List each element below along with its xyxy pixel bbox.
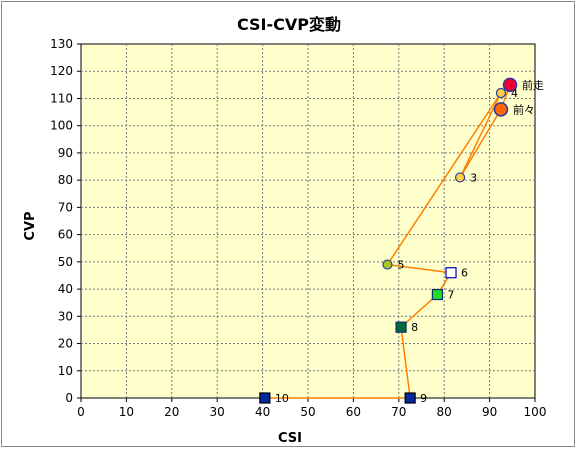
point-label-6: 6 [461, 267, 468, 280]
marker-7 [431, 288, 443, 301]
point-label-5: 5 [397, 259, 404, 272]
y-tick-label: 110 [50, 91, 73, 105]
data-markers [259, 77, 518, 404]
x-tick-label: 10 [119, 405, 134, 419]
grid-lines [81, 44, 535, 398]
y-tick-label: 90 [58, 146, 73, 160]
series-polyline [264, 84, 511, 399]
x-axis-ticks: 0 10 20 30 40 50 60 70 80 90 100 [77, 398, 546, 419]
x-tick-label: 40 [255, 405, 270, 419]
point-label-前々: 前々 [513, 102, 535, 116]
x-tick-label: 20 [164, 405, 179, 419]
marker-8 [395, 321, 407, 333]
point-label-8: 8 [411, 321, 418, 334]
y-tick-label: 130 [50, 37, 73, 51]
marker-4 [495, 87, 507, 99]
y-tick-label: 40 [58, 282, 73, 296]
y-axis-ticks: 0 10 20 30 40 50 60 70 80 90 100 110 120 130 [50, 37, 81, 405]
point-label-7: 7 [447, 289, 454, 302]
y-tick-label: 0 [65, 391, 73, 405]
point-label-4: 4 [511, 87, 518, 100]
y-tick-label: 60 [58, 228, 73, 242]
x-tick-label: 50 [300, 405, 315, 419]
series-line [264, 84, 511, 399]
point-label-9: 9 [420, 392, 427, 405]
x-tick-label: 100 [524, 405, 547, 419]
y-tick-label: 80 [58, 173, 73, 187]
point-label-3: 3 [470, 171, 477, 184]
x-tick-label: 80 [437, 405, 452, 419]
y-tick-label: 30 [58, 309, 73, 323]
x-tick-label: 0 [77, 405, 85, 419]
y-tick-label: 20 [58, 337, 73, 351]
point-labels: 10 9 8 76 5 4 3 前々 前走 [275, 78, 544, 405]
point-label-前走: 前走 [522, 78, 544, 92]
chart-title: CSI-CVP変動 [237, 15, 341, 34]
marker-9 [404, 392, 416, 404]
x-tick-label: 30 [210, 405, 225, 419]
y-tick-label: 120 [50, 64, 73, 78]
x-tick-label: 90 [482, 405, 497, 419]
marker-10 [259, 392, 271, 404]
y-tick-label: 10 [58, 364, 73, 378]
x-tick-label: 60 [346, 405, 361, 419]
marker-5 [382, 259, 393, 270]
marker-前々 [493, 102, 509, 117]
x-tick-label: 70 [391, 405, 406, 419]
y-tick-label: 100 [50, 119, 73, 133]
marker-3 [454, 172, 466, 183]
marker-6 [445, 267, 457, 279]
marker-前走 [502, 77, 518, 93]
y-tick-label: 50 [58, 255, 73, 269]
y-axis-label: CVP [23, 211, 38, 240]
point-label-10: 10 [275, 392, 289, 405]
x-axis-label: CSI [278, 431, 302, 446]
y-tick-label: 70 [58, 200, 73, 214]
